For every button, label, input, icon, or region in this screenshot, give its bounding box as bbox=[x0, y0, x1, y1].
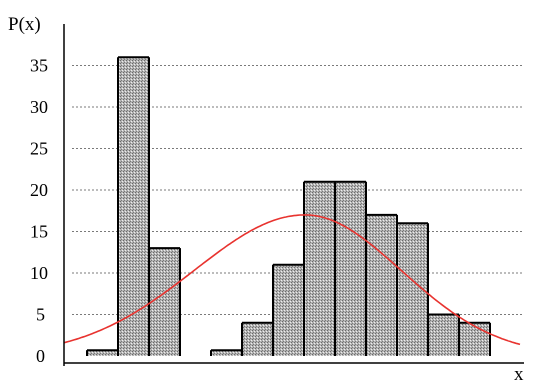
bar bbox=[366, 215, 397, 356]
bars bbox=[87, 57, 490, 356]
bar bbox=[304, 182, 335, 356]
y-tick-label: 15 bbox=[30, 222, 48, 242]
y-tick-label: 10 bbox=[30, 263, 48, 283]
x-axis-label: x bbox=[514, 364, 524, 383]
y-tick-label: 20 bbox=[30, 180, 48, 200]
bar bbox=[118, 57, 149, 356]
bar bbox=[149, 248, 180, 356]
bar bbox=[459, 323, 490, 356]
bar bbox=[428, 315, 459, 357]
bar bbox=[335, 182, 366, 356]
y-tick-label: 0 bbox=[36, 346, 45, 366]
y-axis-label: P(x) bbox=[8, 14, 41, 35]
bar bbox=[273, 265, 304, 356]
bar bbox=[242, 323, 273, 356]
y-tick-label: 30 bbox=[30, 97, 48, 117]
y-tick-label: 35 bbox=[30, 56, 48, 76]
y-tick-label: 5 bbox=[36, 305, 45, 325]
y-tick-labels: 0 5 10 15 20 25 30 35 bbox=[30, 56, 48, 367]
y-tick-label: 25 bbox=[30, 139, 48, 159]
